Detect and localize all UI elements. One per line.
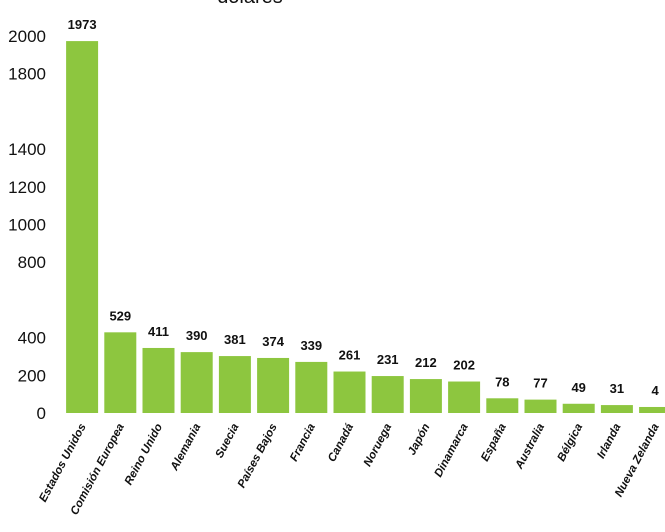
bar — [295, 361, 328, 413]
bar — [639, 406, 665, 413]
y-tick-label: 1800 — [8, 65, 46, 84]
x-tick-label: Canadá — [326, 421, 356, 464]
y-tick-label: 1200 — [8, 178, 46, 197]
bar — [371, 376, 404, 413]
bar — [524, 399, 557, 413]
bar — [448, 381, 481, 413]
x-tick-label: Francia — [288, 421, 318, 463]
bar — [180, 352, 213, 413]
bar — [562, 403, 595, 413]
data-label: 411 — [148, 324, 169, 339]
x-tick-label: Noruega — [362, 421, 395, 468]
x-tick-label: Alemania — [168, 421, 203, 473]
bar — [409, 379, 442, 413]
y-tick-label: 800 — [18, 253, 46, 272]
bar — [333, 371, 366, 413]
data-label: 231 — [377, 352, 399, 367]
bar — [257, 357, 290, 413]
data-label: 1973 — [68, 17, 97, 32]
x-tick-label: Bélgica — [556, 421, 586, 463]
chart-title: dólares — [180, 0, 320, 9]
data-label: 31 — [610, 381, 624, 396]
data-label: 261 — [339, 348, 361, 363]
data-label: 77 — [533, 376, 547, 391]
data-label: 374 — [262, 334, 284, 349]
data-label: 529 — [109, 308, 131, 323]
data-label: 390 — [186, 328, 208, 343]
data-label: 49 — [571, 380, 585, 395]
x-tick-label: Reino Unido — [123, 422, 165, 487]
bar — [218, 356, 251, 413]
data-label: 339 — [300, 338, 322, 353]
data-label: 212 — [415, 355, 437, 370]
x-tick-label: España — [479, 421, 509, 463]
bar — [486, 398, 519, 413]
x-tick-label: Dinamarca — [433, 421, 471, 479]
data-label: 4 — [651, 383, 659, 398]
y-tick-label: 1400 — [8, 140, 46, 159]
x-tick-label: Japón — [406, 422, 432, 458]
y-tick-label: 2000 — [8, 27, 46, 46]
bar — [600, 405, 633, 413]
x-tick-label: Suecia — [214, 421, 242, 460]
bar — [142, 347, 175, 413]
y-tick-label: 0 — [37, 404, 46, 423]
data-label: 78 — [495, 374, 509, 389]
y-tick-label: 400 — [18, 329, 46, 348]
bar — [104, 332, 137, 413]
data-label: 381 — [224, 332, 246, 347]
data-label: 202 — [453, 358, 475, 373]
x-tick-label: Países Bajos — [236, 422, 280, 490]
x-tick-label: Australia — [513, 421, 547, 472]
x-tick-label: Irlanda — [595, 421, 624, 460]
y-tick-label: 1000 — [8, 216, 46, 235]
bar — [66, 41, 99, 413]
y-tick-label: 200 — [18, 366, 46, 385]
